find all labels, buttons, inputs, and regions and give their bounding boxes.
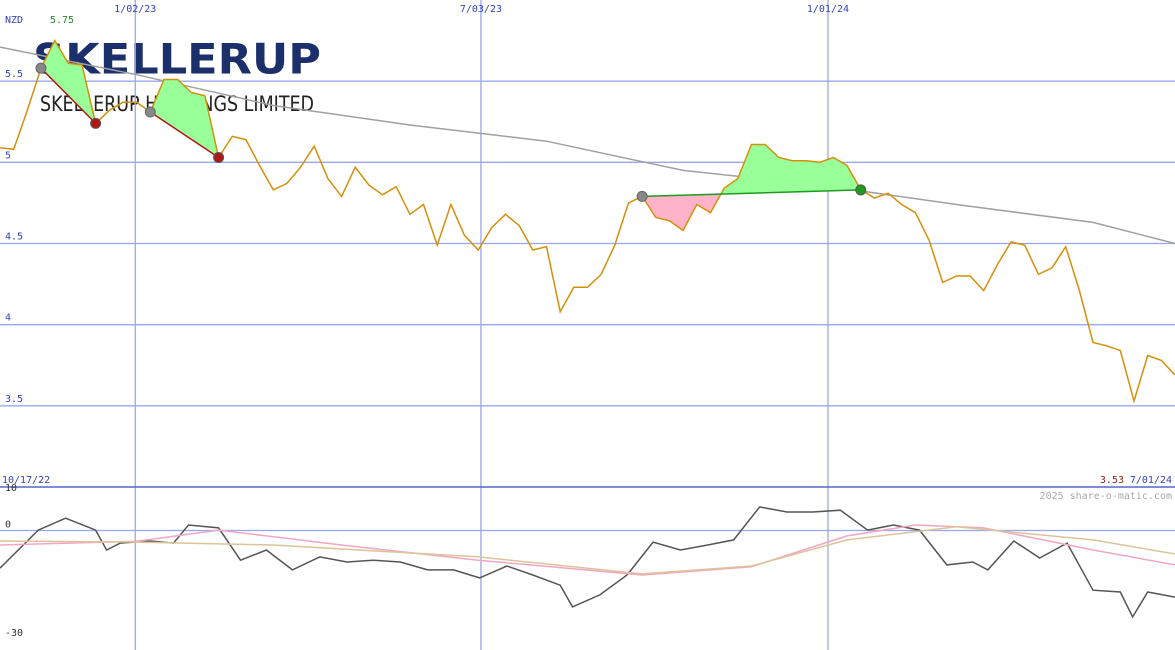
signal-gain-area [40,40,96,124]
y-tick-label: 4 [5,313,11,324]
x-tick-label: 1/01/24 [807,4,849,15]
signal-line [40,67,97,124]
low-label: 3.53 [1100,475,1124,486]
signal-start [35,62,47,74]
range-end-label: 7/01/24 [1130,475,1172,486]
signal-line [149,111,220,159]
y-tick-label: 5.5 [5,69,23,80]
y-tick-label: 5 [5,150,11,161]
signal-gain-area [642,144,861,197]
credit: 2025 share-o-matic.com [1040,491,1172,502]
range-start-label: 10/17/22 [2,475,50,486]
signal-end [213,151,225,163]
y-tick-label: -30 [5,628,23,639]
x-tick-label: 7/03/23 [460,4,502,15]
signal-start [636,190,648,202]
y-tick-label: 3.5 [5,394,23,405]
signal-start [144,106,156,118]
signal-end [90,117,102,129]
x-tick-label: 1/02/23 [114,4,156,15]
y-tick-label: 10 [5,483,17,494]
signal-line [642,189,861,198]
currency-label: NZD [5,15,23,26]
high-label: 5.75 [50,15,74,26]
signal-end [855,184,867,196]
price-line [0,39,1175,404]
y-tick-label: 4.5 [5,232,23,243]
indicator-line [0,506,1175,619]
y-tick-label: 0 [5,519,11,530]
average-line [0,46,1175,245]
indicator-line [0,526,1175,575]
signal-gain-area [150,79,219,158]
